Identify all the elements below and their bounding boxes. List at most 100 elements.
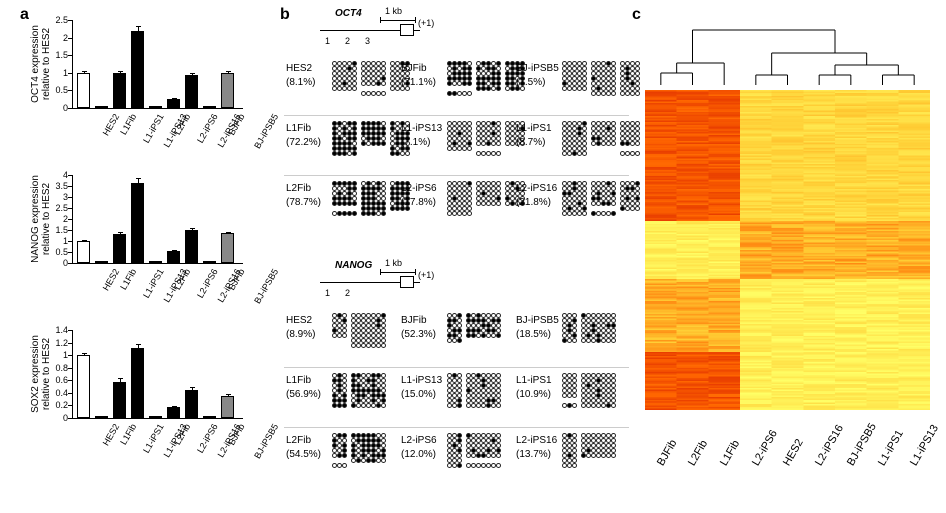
pct-label: (8.9%) xyxy=(286,329,315,340)
xlabel: L2-iPS6 xyxy=(195,422,220,455)
bar-BJFib xyxy=(203,261,216,263)
xlabel: L2Fib xyxy=(172,112,192,136)
bar-L1-iPS1 xyxy=(113,382,126,418)
xlabel: BJ-iPSB5 xyxy=(252,267,280,305)
ytick: 0 xyxy=(63,413,68,423)
sample-label: HES2 xyxy=(286,63,312,74)
pct-label: (8.7%) xyxy=(516,137,545,148)
xlabel: BJFib xyxy=(227,422,247,447)
xlabel: BJFib xyxy=(227,267,247,292)
panel-a-label: a xyxy=(20,6,29,24)
pct-label: (7.1%) xyxy=(401,137,430,148)
ylabel: NANOG expression relative to HES2 xyxy=(30,175,52,263)
bar-L1-iPS13 xyxy=(131,31,144,108)
heatmap-xlabel: HES2 xyxy=(781,437,806,468)
ytick: 0.8 xyxy=(55,363,68,373)
heatmap-xlabel: BJFib xyxy=(655,438,679,468)
bar-chart-2: 00.20.40.60.811.21.4SOX2 expression rela… xyxy=(72,330,272,478)
ytick: 1.5 xyxy=(55,50,68,60)
bar-HES2 xyxy=(77,73,90,108)
bar-chart-0: 00.511.522.5OCT4 expression relative to … xyxy=(72,20,272,168)
ytick: 2 xyxy=(63,33,68,43)
bar-L2-iPS16 xyxy=(185,230,198,263)
ytick: 1 xyxy=(63,236,68,246)
heatmap-xlabel: L1-iPS13 xyxy=(908,423,941,468)
xlabel: L1-iPS1 xyxy=(141,267,166,300)
dendrogram xyxy=(645,25,930,85)
ytick: 0.4 xyxy=(55,388,68,398)
xlabel: BJ-iPSB5 xyxy=(252,422,280,460)
bar-L2-iPS6 xyxy=(167,407,180,418)
region-num: 1 xyxy=(325,288,330,298)
bar-L1-iPS1 xyxy=(113,73,126,108)
pct-label: (13.7%) xyxy=(516,449,551,460)
region-num: 2 xyxy=(345,288,350,298)
bar-HES2 xyxy=(77,355,90,418)
xlabel: BJ-iPSB5 xyxy=(252,112,280,150)
sample-label: L2-iPS16 xyxy=(516,183,557,194)
sample-label: L1-iPS1 xyxy=(516,375,552,386)
ytick: 1.2 xyxy=(55,338,68,348)
pct-label: (78.7%) xyxy=(286,197,321,208)
ytick: 0.6 xyxy=(55,375,68,385)
pct-label: (54.5%) xyxy=(286,449,321,460)
sample-label: L1Fib xyxy=(286,375,311,386)
ytick: 0 xyxy=(63,258,68,268)
heatmap-xlabel: BJ-iPSB5 xyxy=(845,421,879,468)
xlabel: L2-iPS6 xyxy=(195,112,220,145)
ylabel: SOX2 expression relative to HES2 xyxy=(30,330,52,418)
gene-name: NANOG xyxy=(335,260,372,271)
xlabel: L2-iPS6 xyxy=(195,267,220,300)
ytick: 0.2 xyxy=(55,400,68,410)
heatmap-xlabel: L1-iPS1 xyxy=(876,428,906,468)
ytick: 1 xyxy=(63,350,68,360)
sample-label: L1Fib xyxy=(286,123,311,134)
region-num: 1 xyxy=(325,36,330,46)
sample-label: BJ-iPSB5 xyxy=(516,315,559,326)
xlabel: BJFib xyxy=(227,112,247,137)
bar-L2Fib xyxy=(149,261,162,263)
bar-L1Fib xyxy=(95,261,108,263)
ytick: 4 xyxy=(63,170,68,180)
xlabel: L2Fib xyxy=(172,422,192,446)
xlabel: L1-iPS1 xyxy=(141,112,166,145)
bar-L1-iPS13 xyxy=(131,348,144,418)
region-num: 3 xyxy=(365,36,370,46)
ytick: 2.5 xyxy=(55,15,68,25)
bar-L1-iPS13 xyxy=(131,183,144,263)
bar-L2-iPS6 xyxy=(167,251,180,263)
scale-label: 1 kb xyxy=(385,6,402,16)
sample-label: L1-iPS13 xyxy=(401,123,442,134)
pct-label: (17.8%) xyxy=(401,197,436,208)
region-num: 2 xyxy=(345,36,350,46)
panel-c-label: c xyxy=(632,6,641,24)
bar-BJ-iPSB5 xyxy=(221,73,234,108)
sample-label: L1-iPS1 xyxy=(516,123,552,134)
bar-L2Fib xyxy=(149,106,162,108)
bar-L2Fib xyxy=(149,416,162,418)
ytick: 0.5 xyxy=(55,85,68,95)
pct-label: (56.9%) xyxy=(286,389,321,400)
bar-chart-1: 00.511.522.533.54NANOG expression relati… xyxy=(72,175,272,323)
pct-label: (71.1%) xyxy=(401,77,436,88)
sample-label: L2-iPS6 xyxy=(401,435,437,446)
ylabel: OCT4 expression relative to HES2 xyxy=(30,20,52,108)
bar-BJ-iPSB5 xyxy=(221,396,234,418)
panel-b-label: b xyxy=(280,6,290,24)
xlabel: HES2 xyxy=(101,267,121,292)
bar-HES2 xyxy=(77,241,90,263)
bar-L2-iPS6 xyxy=(167,99,180,108)
pct-label: (7.5%) xyxy=(516,77,545,88)
heatmap-xlabel: L1Fib xyxy=(718,438,742,468)
heatmap-xlabel: L2-iPS16 xyxy=(813,423,846,468)
ytick: 1.4 xyxy=(55,325,68,335)
bar-L1-iPS1 xyxy=(113,234,126,263)
gene-name: OCT4 xyxy=(335,8,362,19)
ytick: 3 xyxy=(63,192,68,202)
sample-label: BJFib xyxy=(401,315,427,326)
sample-label: L2-iPS16 xyxy=(516,435,557,446)
xlabel: L2Fib xyxy=(172,267,192,291)
sample-label: BJFib xyxy=(401,63,427,74)
pct-label: (52.3%) xyxy=(401,329,436,340)
ytick: 0.5 xyxy=(55,247,68,257)
